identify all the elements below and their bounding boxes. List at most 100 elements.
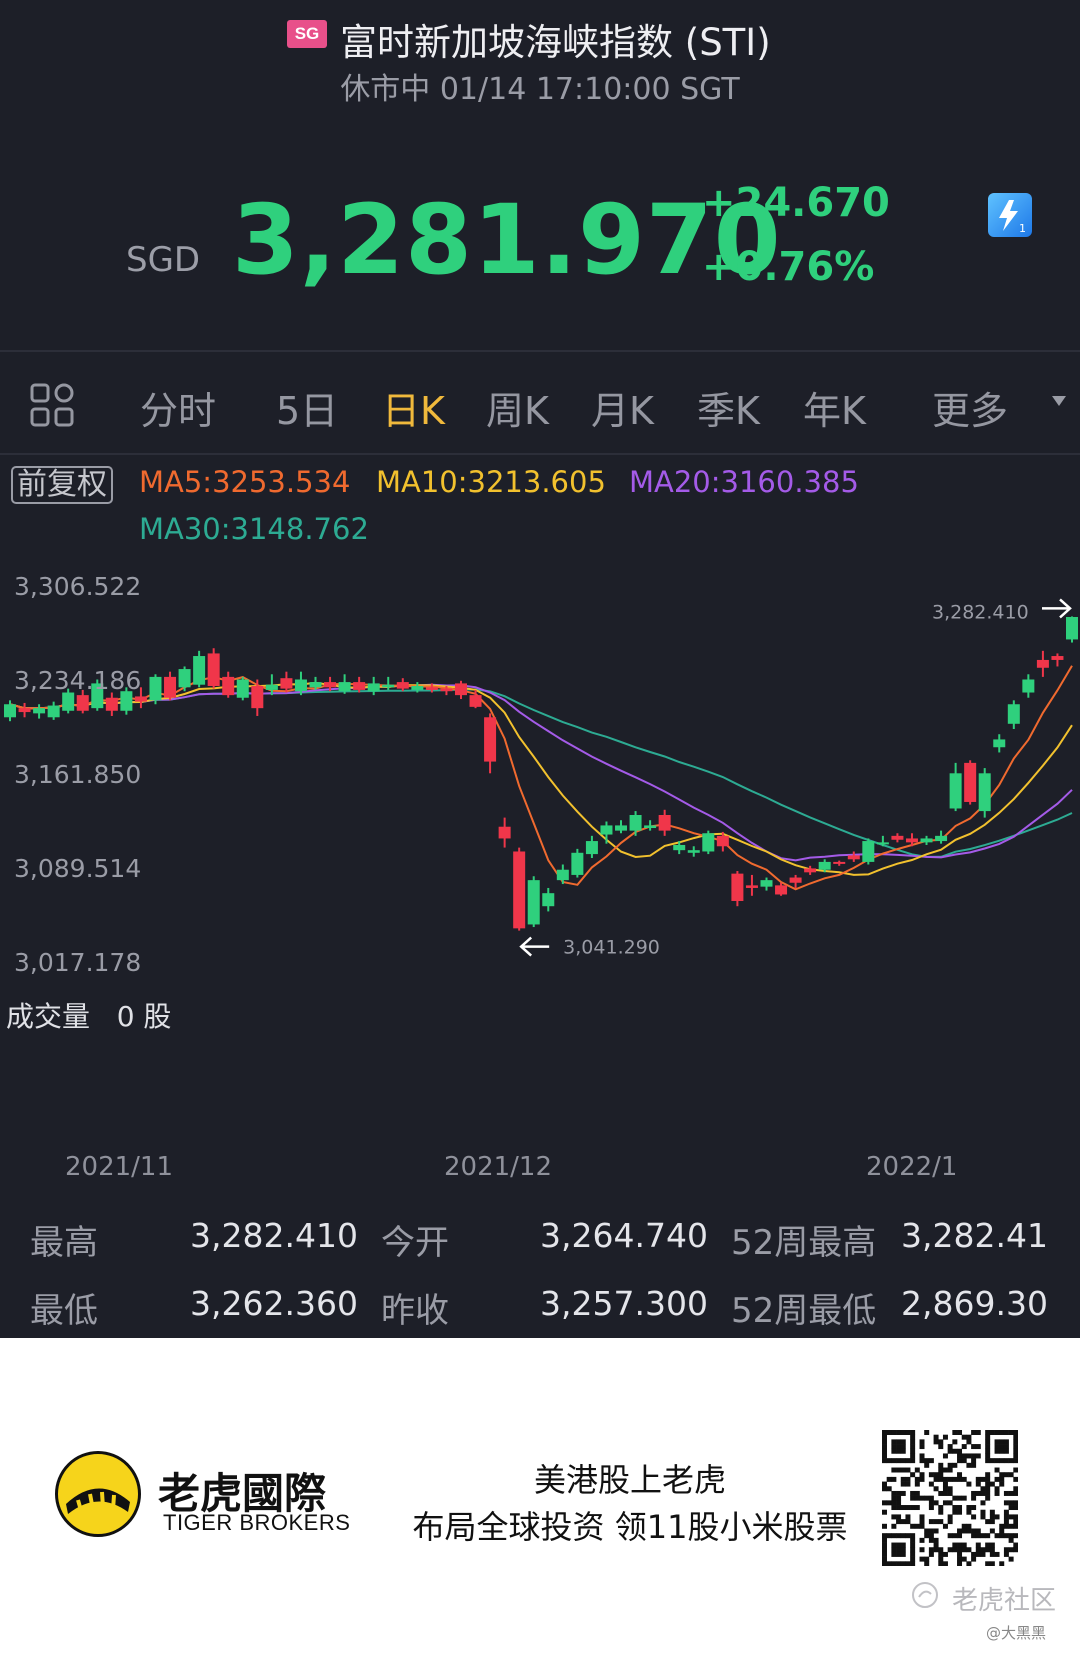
candle-body bbox=[571, 852, 584, 875]
brand-name-en: TIGER BROKERS bbox=[163, 1510, 351, 1535]
ma30-line bbox=[9, 688, 1073, 858]
y-tick-label: 3,017.178 bbox=[14, 948, 142, 977]
header-divider bbox=[0, 350, 1080, 352]
candle-body bbox=[876, 842, 889, 845]
candle-body bbox=[644, 825, 657, 829]
candle-body bbox=[1066, 616, 1078, 640]
brand-name-cn: 老虎國際 bbox=[158, 1469, 327, 1518]
candle-body bbox=[716, 835, 729, 847]
community-watermark: 老虎社区 bbox=[952, 1586, 1057, 1616]
candle-body bbox=[367, 683, 380, 692]
page-title: 富时新加坡海峡指数 (STI) bbox=[340, 21, 771, 64]
candle-body bbox=[789, 877, 802, 883]
ma30-label: MA30:3148.762 bbox=[139, 512, 369, 546]
candle-body bbox=[207, 653, 220, 687]
candle-body bbox=[891, 835, 904, 840]
tab-monthly-k[interactable]: 月K bbox=[591, 389, 654, 433]
ma5-label: MA5:3253.534 bbox=[139, 465, 351, 499]
candle-body bbox=[978, 773, 991, 812]
candle-body bbox=[775, 885, 788, 895]
svg-text:1: 1 bbox=[1019, 222, 1026, 235]
candlestick-chart[interactable]: 3,282.410 3,041.290 bbox=[0, 560, 1080, 980]
candle-body bbox=[556, 869, 569, 881]
stat-label-prev-close: 昨收 bbox=[381, 1291, 449, 1331]
stat-value-high: 3,282.410 bbox=[190, 1216, 358, 1255]
candle-body bbox=[818, 861, 831, 870]
promo-line-1: 美港股上老虎 bbox=[533, 1461, 726, 1499]
stat-value-52w-low: 2,869.30 bbox=[901, 1284, 1048, 1323]
stat-label-52w-low: 52周最低 bbox=[731, 1291, 877, 1331]
candle-body bbox=[513, 851, 526, 929]
candle-body bbox=[658, 814, 671, 831]
volume-label: 成交量 bbox=[6, 1000, 91, 1033]
arrow-right-icon bbox=[1042, 598, 1072, 619]
lightning-icon[interactable]: 1 bbox=[988, 193, 1032, 237]
candle-body bbox=[702, 833, 715, 852]
promo-line-2: 布局全球投资 领11股小米股票 bbox=[412, 1508, 848, 1546]
candle-body bbox=[673, 844, 686, 851]
low-marker-label: 3,041.290 bbox=[563, 937, 660, 959]
ma10-label: MA10:3213.605 bbox=[376, 465, 606, 499]
candle-body bbox=[964, 762, 977, 802]
tab-5day[interactable]: 5日 bbox=[276, 389, 339, 433]
x-tick-label: 2021/11 bbox=[65, 1152, 174, 1182]
candle-body bbox=[905, 838, 918, 843]
candle-body bbox=[164, 676, 177, 698]
y-tick-label: 3,306.522 bbox=[14, 572, 142, 601]
candle-body bbox=[527, 880, 540, 925]
candle-body bbox=[1022, 679, 1035, 693]
candle-body bbox=[294, 679, 307, 692]
candle-body bbox=[251, 686, 264, 709]
ma20-label: MA20:3160.385 bbox=[629, 465, 859, 499]
candle-body bbox=[629, 814, 642, 831]
x-tick-label: 2021/12 bbox=[444, 1152, 553, 1182]
community-logo-icon bbox=[912, 1582, 938, 1608]
tab-daily-k[interactable]: 日K bbox=[382, 389, 445, 433]
candle-body bbox=[731, 873, 744, 901]
candle-body bbox=[149, 676, 162, 701]
grid-icon[interactable] bbox=[30, 383, 74, 427]
author-credit: @大黑黑 bbox=[986, 1624, 1047, 1642]
candle-body bbox=[1036, 659, 1049, 668]
candle-body bbox=[1051, 656, 1064, 660]
qr-code-icon bbox=[882, 1430, 1018, 1566]
candle-body bbox=[178, 669, 191, 688]
candle-body bbox=[847, 855, 860, 860]
price-change-percent: +0.76% bbox=[702, 244, 875, 290]
candle-body bbox=[236, 679, 249, 698]
candle-body bbox=[440, 688, 453, 692]
price-change: +24.670 bbox=[702, 180, 890, 226]
adjust-toggle[interactable]: 前复权 bbox=[11, 466, 113, 504]
candle-body bbox=[120, 691, 133, 711]
stat-label-low: 最低 bbox=[30, 1291, 98, 1331]
stat-label-open: 今开 bbox=[381, 1223, 449, 1263]
candle-body bbox=[411, 686, 424, 690]
candle-body bbox=[18, 708, 31, 713]
candle-body bbox=[862, 841, 875, 862]
candle-body bbox=[498, 826, 511, 839]
high-marker-label: 3,282.410 bbox=[932, 601, 1029, 623]
candle-body bbox=[760, 880, 773, 887]
candle-body bbox=[484, 717, 497, 762]
stat-label-high: 最高 bbox=[30, 1223, 98, 1263]
candle-body bbox=[1007, 704, 1020, 724]
market-badge: SG bbox=[287, 20, 327, 48]
volume-value: 0 股 bbox=[116, 1000, 172, 1033]
stat-value-low: 3,262.360 bbox=[190, 1284, 358, 1323]
tab-intraday[interactable]: 分时 bbox=[140, 389, 217, 433]
candle-body bbox=[62, 692, 75, 711]
tab-weekly-k[interactable]: 周K bbox=[486, 389, 549, 433]
tab-more[interactable]: 更多 bbox=[932, 389, 1009, 433]
candle-body bbox=[585, 841, 598, 855]
chevron-down-icon[interactable] bbox=[1052, 396, 1066, 406]
tab-quarterly-k[interactable]: 季K bbox=[697, 389, 760, 433]
stat-value-52w-high: 3,282.41 bbox=[901, 1216, 1048, 1255]
tab-yearly-k[interactable]: 年K bbox=[803, 389, 866, 433]
candle-body bbox=[425, 687, 438, 690]
ma20-line bbox=[9, 683, 1073, 862]
volume-readout: 成交量 0 股 bbox=[6, 995, 171, 1035]
ma10-line bbox=[9, 681, 1073, 876]
candle-body bbox=[76, 695, 89, 711]
tiger-logo-icon bbox=[55, 1451, 141, 1537]
last-price: 3,281.970 bbox=[232, 184, 782, 296]
